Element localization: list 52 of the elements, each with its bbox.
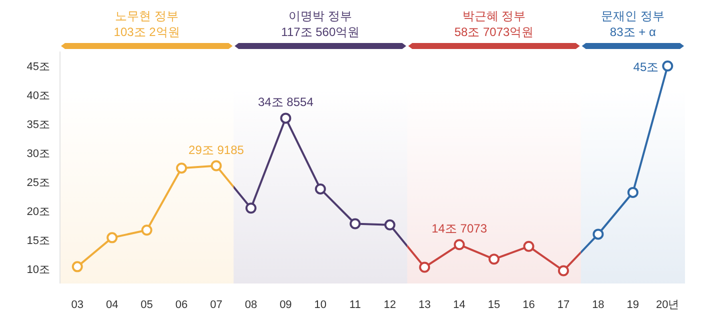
y-tick-label: 15조 [26,235,50,247]
x-tick-label: 07 [210,299,222,311]
x-tick-label: 08 [244,299,258,311]
x-tick-label: 11 [349,299,361,311]
x-tick-label: 18 [592,299,604,311]
y-tick-label: 10조 [26,264,50,276]
x-tick-label: 04 [106,299,118,311]
point [350,218,361,230]
y-tick-label: 25조 [26,177,50,189]
point [72,261,83,272]
annotation: 14조 7073 [432,222,488,236]
y-tick-label: 45조 [26,61,50,73]
point [662,60,674,72]
point [176,162,188,174]
point [419,262,430,273]
point [454,239,465,250]
point [523,240,534,252]
point [558,265,569,276]
point [592,228,604,240]
point [384,219,396,230]
annotation: 29조 9185 [188,142,244,157]
y-tick-label: 30조 [26,148,50,160]
y-tick-label: 35조 [26,119,50,131]
band-label: 문재인 정부 83조 + α [601,9,665,39]
x-tick-label: 20년 [656,299,680,311]
x-tick-label: 12 [384,299,396,311]
x-tick-label: 06 [175,299,188,311]
x-tick-label: 17 [557,299,570,311]
point [627,186,638,198]
x-tick-label: 14 [453,299,466,311]
point [106,232,118,244]
point [210,160,222,172]
point [314,183,326,194]
x-tick-label: 03 [71,299,84,311]
x-tick-label: 10 [314,299,327,311]
y-tick-label: 40조 [26,90,50,102]
band-label: 이명박 정부 117조 560억원 [281,9,360,39]
x-tick-label: 09 [280,299,292,311]
x-tick-label: 16 [522,299,535,311]
point [280,112,292,124]
y-tick-label: 20조 [26,206,50,218]
annotation: 45조 [633,60,659,74]
x-tick-label: 05 [140,299,153,311]
point [245,202,256,214]
x-tick-label: 15 [488,299,500,311]
x-tick-label: 13 [418,299,431,311]
band-label: 박근혜 정부 58조 7073억원 [454,9,534,39]
annotation: 34조 8554 [258,95,314,110]
band-label: 노무현 정부 103조 2억원 [114,9,180,39]
x-tick-label: 19 [626,299,640,311]
point [488,254,500,265]
point [141,224,152,236]
